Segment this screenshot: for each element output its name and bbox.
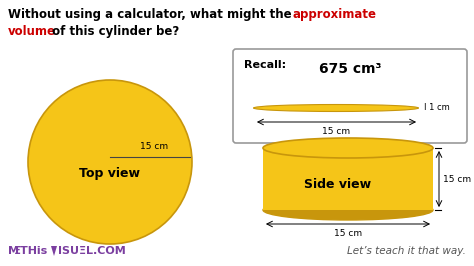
Text: 15 cm: 15 cm [443, 174, 471, 184]
Text: of this cylinder be?: of this cylinder be? [48, 25, 179, 38]
Text: volume: volume [8, 25, 56, 38]
Text: 675 cm³: 675 cm³ [319, 62, 381, 76]
Ellipse shape [254, 105, 419, 111]
Ellipse shape [28, 80, 192, 244]
Text: Without using a calculator, what might the: Without using a calculator, what might t… [8, 8, 296, 21]
Ellipse shape [263, 200, 433, 220]
Polygon shape [51, 246, 57, 256]
Text: Top view: Top view [80, 168, 140, 181]
Text: 15 cm: 15 cm [334, 229, 362, 238]
Text: Recall:: Recall: [244, 60, 286, 70]
Ellipse shape [263, 138, 433, 158]
Text: Side view: Side view [304, 177, 372, 190]
Text: M: M [8, 246, 19, 256]
Bar [263, 148, 433, 210]
Text: 15 cm: 15 cm [322, 127, 350, 136]
Text: 15 cm: 15 cm [140, 142, 168, 151]
Text: ΞTH: ΞTH [14, 246, 38, 256]
Text: Let’s teach it that way.: Let’s teach it that way. [347, 246, 466, 256]
Text: I 1 cm: I 1 cm [424, 103, 450, 113]
Text: approximate: approximate [293, 8, 377, 21]
FancyBboxPatch shape [233, 49, 467, 143]
Text: ISUΞL.COM: ISUΞL.COM [58, 246, 126, 256]
Text: is: is [33, 246, 51, 256]
